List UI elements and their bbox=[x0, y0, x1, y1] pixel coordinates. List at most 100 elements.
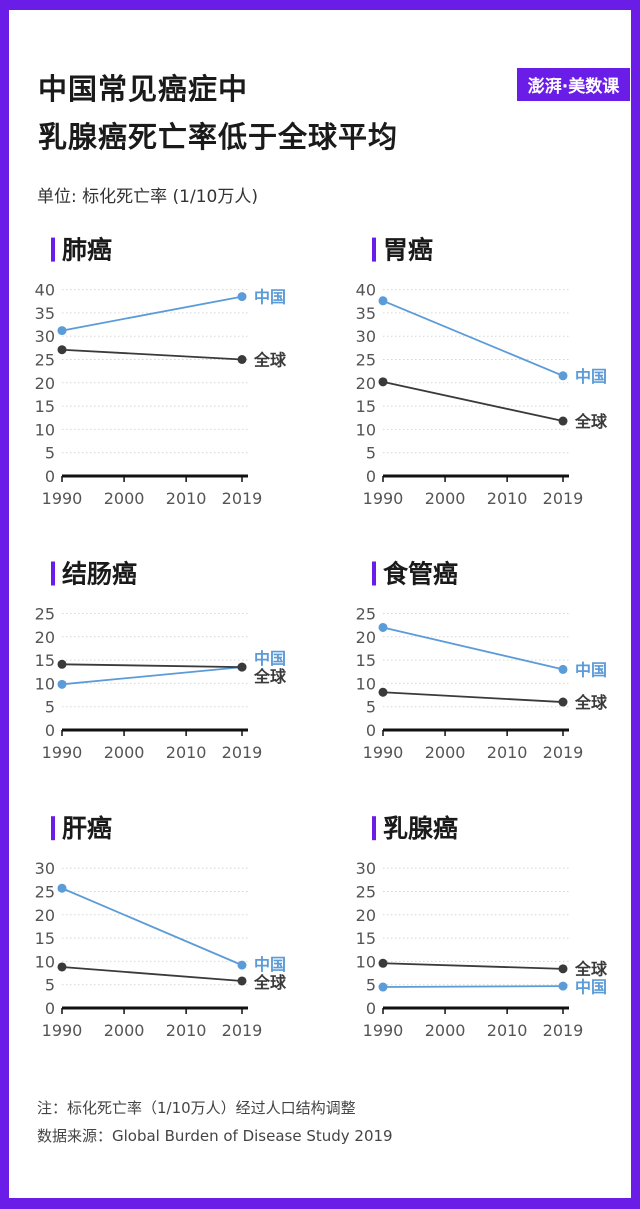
global-series-line bbox=[382, 962, 564, 970]
brand-logo: 澎湃·美数课 bbox=[517, 68, 630, 101]
global-series-label: 全球 bbox=[253, 973, 287, 992]
china-series-line bbox=[61, 887, 243, 966]
x-tick-label: 2010 bbox=[487, 489, 528, 508]
y-tick-label: 30 bbox=[35, 859, 55, 878]
x-tick-label: 1990 bbox=[363, 743, 404, 762]
global-series-line bbox=[382, 380, 564, 422]
global-data-point bbox=[378, 377, 388, 387]
y-tick-label: 10 bbox=[35, 952, 55, 971]
panel-title-bar bbox=[372, 816, 376, 841]
y-tick-label: 10 bbox=[35, 420, 55, 439]
panel-title: 肝癌 bbox=[62, 814, 112, 843]
y-tick-label: 5 bbox=[366, 444, 376, 463]
china-series-line bbox=[382, 985, 564, 988]
x-tick-label: 2000 bbox=[104, 489, 145, 508]
global-data-point bbox=[378, 687, 388, 697]
y-tick-label: 15 bbox=[35, 397, 55, 416]
footnote: 注：标化死亡率（1/10万人）经过人口结构调整 bbox=[37, 1099, 356, 1117]
china-data-point bbox=[57, 326, 67, 336]
global-series-label: 全球 bbox=[574, 412, 608, 431]
x-tick-label: 2010 bbox=[487, 743, 528, 762]
card bbox=[9, 10, 631, 1198]
x-tick-label: 1990 bbox=[42, 743, 83, 762]
china-data-point bbox=[237, 960, 247, 970]
y-tick-label: 15 bbox=[35, 651, 55, 670]
y-tick-label: 0 bbox=[45, 721, 55, 740]
y-tick-label: 0 bbox=[366, 467, 376, 486]
y-tick-label: 15 bbox=[356, 397, 376, 416]
panel-title: 结肠癌 bbox=[62, 560, 137, 589]
global-series-label: 全球 bbox=[253, 351, 287, 370]
global-series-label: 全球 bbox=[574, 693, 608, 712]
title-line-2: 乳腺癌死亡率低于全球平均 bbox=[38, 120, 399, 154]
china-series-label: 中国 bbox=[254, 288, 286, 307]
y-tick-label: 5 bbox=[45, 698, 55, 717]
y-tick-label: 5 bbox=[45, 976, 55, 995]
y-tick-label: 5 bbox=[366, 698, 376, 717]
y-tick-label: 10 bbox=[35, 674, 55, 693]
china-series-label: 中国 bbox=[575, 660, 607, 679]
y-tick-label: 20 bbox=[356, 628, 376, 647]
china-series-line bbox=[382, 626, 564, 671]
china-series-label: 中国 bbox=[575, 977, 607, 996]
x-tick-label: 2010 bbox=[487, 1021, 528, 1040]
global-series-label: 全球 bbox=[253, 667, 287, 686]
y-tick-label: 20 bbox=[356, 906, 376, 925]
y-tick-label: 5 bbox=[366, 976, 376, 995]
title-line-1: 中国常见癌症中 bbox=[38, 72, 249, 106]
y-tick-label: 25 bbox=[356, 883, 376, 902]
x-tick-label: 2019 bbox=[543, 1021, 584, 1040]
y-tick-label: 0 bbox=[366, 721, 376, 740]
panel-title: 胃癌 bbox=[383, 236, 433, 265]
china-data-point bbox=[57, 679, 67, 689]
global-series-line bbox=[61, 966, 243, 982]
global-data-point bbox=[57, 345, 67, 355]
y-tick-label: 30 bbox=[356, 859, 376, 878]
y-tick-label: 35 bbox=[356, 304, 376, 323]
y-tick-label: 20 bbox=[35, 628, 55, 647]
x-tick-label: 2000 bbox=[425, 489, 466, 508]
y-tick-label: 25 bbox=[356, 605, 376, 624]
china-series-label: 中国 bbox=[254, 955, 286, 974]
china-data-point bbox=[378, 982, 388, 992]
y-tick-label: 25 bbox=[35, 883, 55, 902]
y-tick-label: 40 bbox=[35, 281, 55, 300]
y-tick-label: 20 bbox=[356, 374, 376, 393]
panel-title: 食管癌 bbox=[383, 560, 458, 589]
x-tick-label: 1990 bbox=[42, 489, 83, 508]
china-data-point bbox=[237, 292, 247, 302]
y-tick-label: 25 bbox=[35, 605, 55, 624]
global-data-point bbox=[237, 976, 247, 986]
panel-title: 乳腺癌 bbox=[383, 814, 458, 843]
y-tick-label: 10 bbox=[356, 952, 376, 971]
china-data-point bbox=[378, 296, 388, 306]
unit-label: 单位: 标化死亡率 (1/10万人) bbox=[37, 187, 258, 207]
x-tick-label: 2010 bbox=[166, 743, 207, 762]
y-tick-label: 25 bbox=[356, 351, 376, 370]
china-data-point bbox=[57, 883, 67, 893]
global-series-line bbox=[382, 691, 564, 703]
x-tick-label: 2019 bbox=[543, 743, 584, 762]
y-tick-label: 30 bbox=[35, 327, 55, 346]
china-data-point bbox=[558, 371, 568, 381]
y-tick-label: 20 bbox=[35, 374, 55, 393]
y-tick-label: 10 bbox=[356, 674, 376, 693]
source-note: 数据来源：Global Burden of Disease Study 2019 bbox=[37, 1127, 393, 1145]
global-data-point bbox=[558, 964, 568, 974]
china-series-line bbox=[382, 299, 564, 377]
global-data-point bbox=[57, 659, 67, 669]
y-tick-label: 0 bbox=[366, 999, 376, 1018]
china-data-point bbox=[558, 664, 568, 674]
x-tick-label: 2019 bbox=[222, 743, 263, 762]
china-data-point bbox=[378, 622, 388, 632]
x-tick-label: 2010 bbox=[166, 1021, 207, 1040]
x-tick-label: 2019 bbox=[222, 1021, 263, 1040]
y-tick-label: 30 bbox=[356, 327, 376, 346]
panel-title-bar bbox=[51, 816, 55, 841]
global-series-line bbox=[61, 663, 243, 668]
y-tick-label: 5 bbox=[45, 444, 55, 463]
panel-title-bar bbox=[51, 561, 55, 586]
x-tick-label: 1990 bbox=[363, 1021, 404, 1040]
global-data-point bbox=[558, 697, 568, 707]
